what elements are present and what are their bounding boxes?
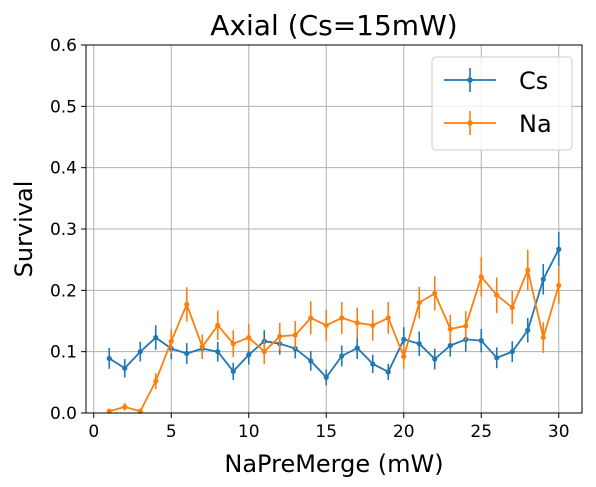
cs-point	[447, 342, 453, 349]
y-tick-label: 0.0	[50, 404, 77, 424]
na-point	[137, 408, 143, 414]
cs-point	[432, 356, 438, 362]
na-point	[447, 326, 453, 332]
na-point	[385, 315, 391, 321]
na-point	[432, 290, 438, 296]
na-point	[416, 300, 422, 306]
x-tick-label: 10	[238, 422, 260, 442]
cs-point	[323, 374, 329, 381]
cs-point	[370, 361, 376, 367]
x-tick-label: 25	[470, 422, 492, 442]
na-point	[509, 304, 515, 311]
x-tick-label: 0	[88, 422, 99, 442]
na-point	[199, 344, 205, 350]
cs-point	[230, 368, 236, 374]
legend-cs-marker	[467, 77, 473, 83]
na-point	[540, 334, 546, 341]
legend-na-label: Na	[519, 110, 552, 138]
na-point	[215, 322, 221, 328]
na-point	[525, 267, 531, 273]
na-point	[230, 341, 236, 347]
x-tick-label: 30	[548, 422, 570, 442]
na-point	[168, 338, 174, 344]
cs-point	[246, 352, 252, 358]
na-point	[106, 408, 112, 414]
x-tick-label: 20	[393, 422, 415, 442]
na-point	[184, 301, 190, 308]
ticks: 0 5 10 15 20 25 30 0.0 0.1 0.2 0.3 0.4 0.5 0.6	[50, 36, 570, 442]
y-tick-label: 0.3	[50, 220, 77, 240]
na-point	[556, 282, 562, 289]
cs-point	[184, 350, 190, 357]
cs-point	[137, 349, 143, 355]
na-line	[109, 269, 560, 413]
na-point	[478, 274, 484, 280]
na-point	[246, 334, 252, 341]
cs-point	[122, 365, 128, 371]
y-axis-label: Survival	[10, 181, 38, 278]
cs-point	[354, 345, 360, 351]
legend: Cs Na	[431, 56, 573, 151]
na-point	[463, 323, 469, 329]
cs-point	[215, 349, 221, 355]
legend-cs-label: Cs	[519, 67, 548, 95]
cs-point	[339, 353, 345, 359]
cs-point	[385, 369, 391, 375]
na-point	[261, 349, 267, 355]
na-point	[277, 333, 283, 339]
cs-point	[478, 338, 484, 344]
cs-line	[108, 248, 560, 379]
na-point	[370, 322, 376, 328]
cs-point	[494, 355, 500, 361]
na-point	[323, 322, 329, 328]
cs-point	[416, 341, 422, 347]
na-point	[401, 353, 407, 360]
y-tick-label: 0.4	[50, 159, 77, 179]
series-cs	[106, 232, 562, 386]
y-tick-label: 0.6	[50, 36, 77, 56]
legend-na-marker	[467, 120, 473, 126]
series-layer	[106, 232, 562, 414]
x-tick-label: 15	[315, 422, 337, 442]
na-point	[354, 320, 360, 326]
na-point	[339, 315, 345, 321]
x-tick-label: 5	[166, 422, 177, 442]
na-point	[292, 332, 298, 338]
cs-point	[153, 334, 159, 341]
na-point	[153, 378, 159, 384]
y-tick-label: 0.2	[50, 281, 77, 301]
cs-point	[540, 276, 546, 282]
y-tick-label: 0.1	[50, 343, 77, 363]
na-point	[122, 404, 128, 410]
cs-point	[556, 246, 562, 252]
na-point	[308, 315, 314, 321]
series-na	[106, 249, 562, 414]
x-axis-label: NaPreMerge (mW)	[224, 450, 443, 478]
cs-point	[106, 355, 112, 362]
cs-point	[525, 327, 531, 333]
cs-point	[401, 336, 407, 342]
cs-point	[308, 358, 314, 364]
na-point	[494, 292, 500, 298]
chart-title: Axial (Cs=15mW)	[210, 9, 457, 42]
y-tick-label: 0.5	[50, 97, 77, 117]
cs-point	[509, 349, 515, 355]
